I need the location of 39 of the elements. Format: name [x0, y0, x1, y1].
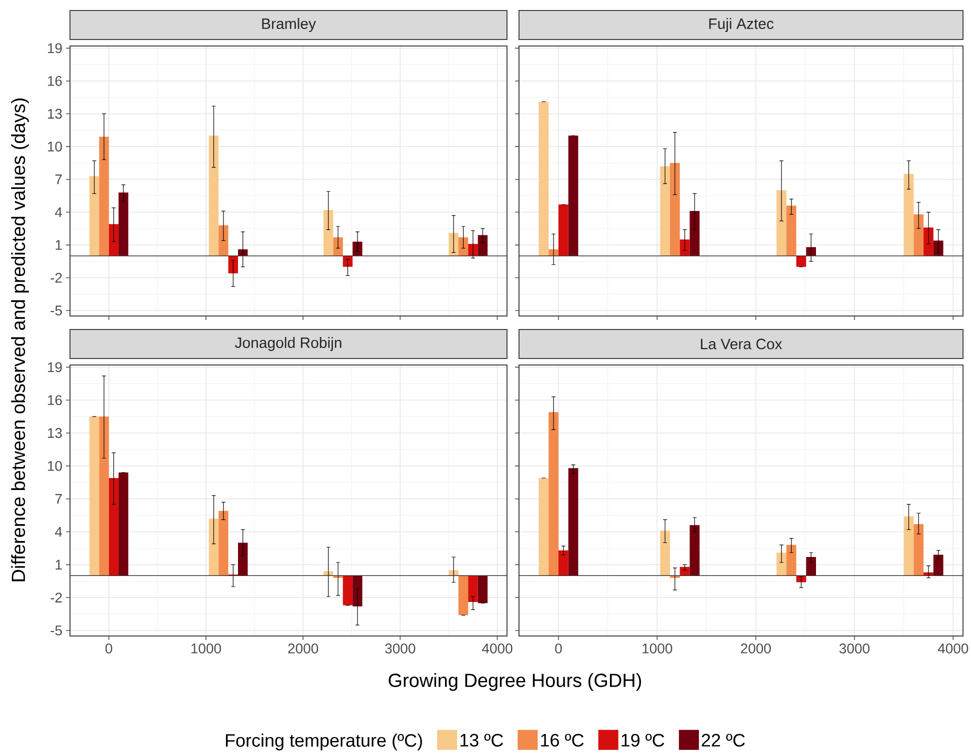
y-tick-label: -5 [50, 626, 62, 636]
legend-label: 13 ºC [460, 734, 504, 747]
x-tick-label: 2000 [740, 644, 771, 654]
y-tick-label: -5 [50, 306, 62, 316]
y-tick-label: 7 [55, 494, 62, 504]
y-tick-label: 1 [56, 560, 62, 570]
chart-title: Bramley [262, 18, 316, 32]
y-tick-label: 4 [55, 526, 62, 537]
y-tick-label: 19 [48, 43, 62, 54]
x-tick-label: 0 [555, 644, 562, 654]
x-tick-label: 0 [106, 644, 112, 654]
chart-title: La Vera Cox [700, 338, 782, 350]
x-tick-label: 3000 [839, 644, 870, 654]
y-tick-label: -2 [50, 592, 62, 602]
legend-label: 16 ºC [541, 734, 584, 747]
x-tick-label: 4000 [482, 644, 512, 654]
y-tick-label: 19 [48, 362, 62, 372]
chart-title: Jonagold Robijn [234, 337, 342, 351]
chart-title: Fuji Aztec [709, 18, 774, 32]
y-tick-label: 1 [56, 240, 62, 250]
y-tick-label: -2 [50, 272, 62, 283]
y-tick-label: 7 [55, 174, 62, 184]
legend-title: Forcing temperature (ºC) [226, 734, 422, 750]
x-tick-label: 3000 [385, 644, 416, 654]
y-axis-title: Difference between observed and predicted values (days) [11, 98, 29, 582]
y-tick-label: 16 [48, 395, 62, 406]
y-tick-label: 13 [48, 108, 62, 119]
x-tick-label: 2000 [288, 644, 318, 654]
y-tick-label: 4 [55, 207, 62, 217]
y-tick-label: 13 [48, 428, 62, 438]
x-axis-title: Growing Degree Hours (GDH) [388, 673, 641, 691]
y-tick-label: 16 [48, 76, 62, 86]
x-tick-label: 4000 [938, 644, 968, 654]
y-tick-label: 10 [48, 460, 62, 471]
legend-label: 22 ºC [702, 734, 745, 747]
x-tick-label: 1000 [191, 644, 221, 654]
x-tick-label: 1000 [642, 644, 672, 654]
legend-label: 19 ºC [622, 734, 664, 747]
y-tick-label: 10 [48, 142, 62, 152]
